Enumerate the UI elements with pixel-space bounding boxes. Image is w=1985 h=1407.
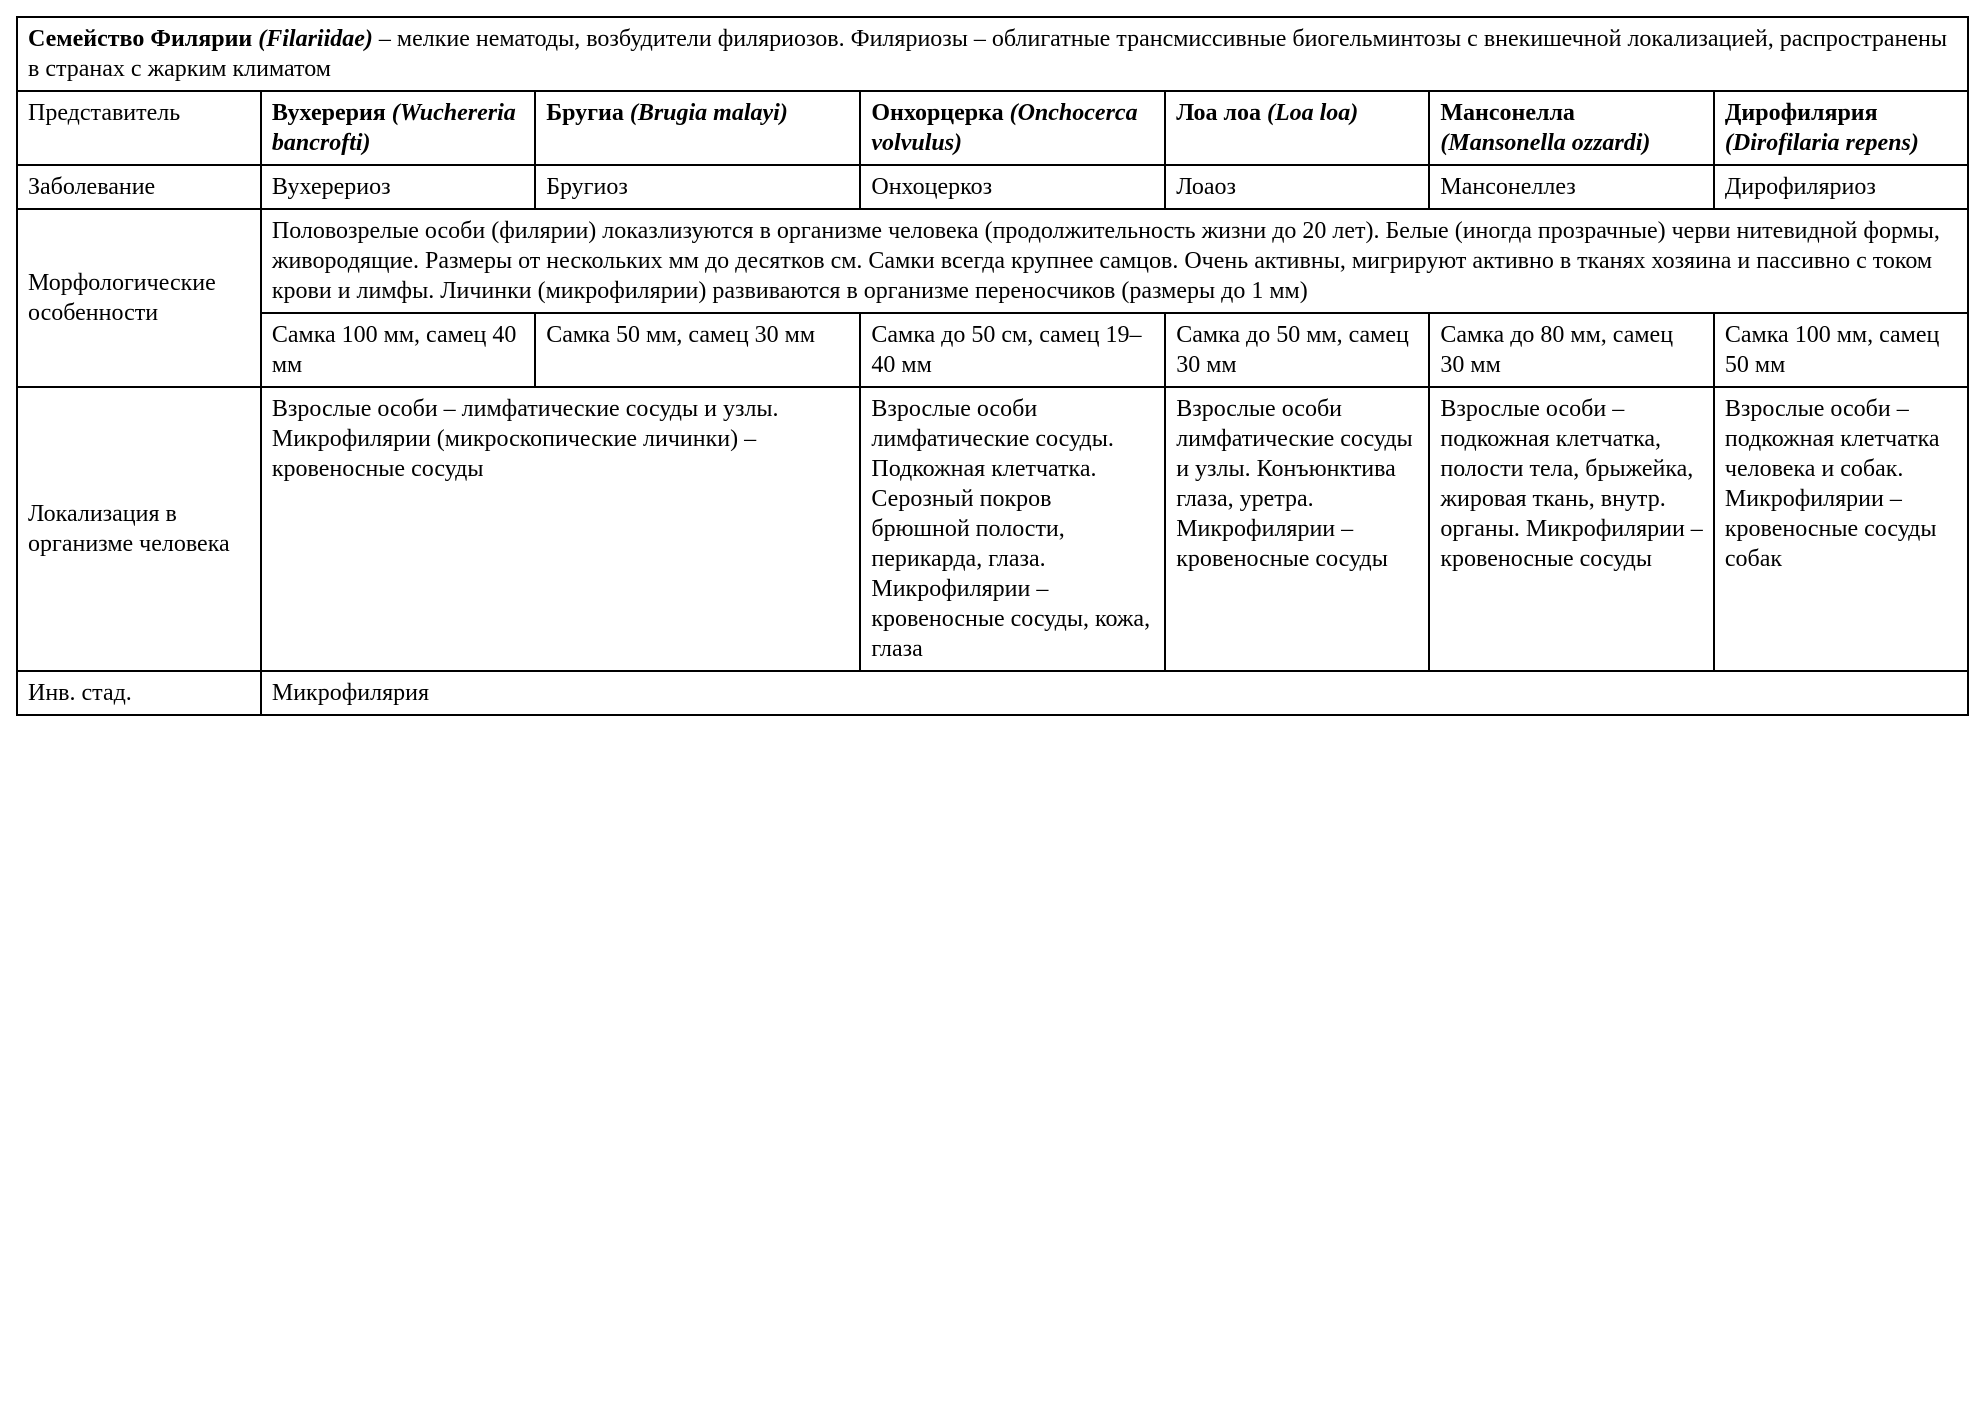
disease-5: Дирофиляриоз xyxy=(1714,165,1968,209)
localization-3: Взрослые особи лимфатические сосуды и уз… xyxy=(1165,387,1429,671)
header-bold: Семейство Филярии xyxy=(28,26,258,52)
disease-0: Вухерериоз xyxy=(261,165,535,209)
size-0: Самка 100 мм, самец 40 мм xyxy=(261,313,535,387)
species-2: Онхорцерка (Onchocerca volvulus) xyxy=(860,91,1165,165)
disease-row: Заболевание Вухерериоз Бругиоз Онхоцерко… xyxy=(17,165,1968,209)
localization-4: Взрослые особи – подкожная клетчатка, по… xyxy=(1429,387,1714,671)
header-italic: (Filariidae) xyxy=(258,26,373,52)
localization-2: Взрослые особи лимфатические сосуды. Под… xyxy=(860,387,1165,671)
filariidae-table: Семейство Филярии (Filariidae) – мелкие … xyxy=(16,16,1969,716)
morphology-common-row: Морфологические особенности Половозрелые… xyxy=(17,209,1968,313)
localization-01: Взрослые особи – лимфатические сосуды и … xyxy=(261,387,861,671)
size-5: Самка 100 мм, самец 50 мм xyxy=(1714,313,1968,387)
species-1: Бругиа (Brugia malayi) xyxy=(535,91,860,165)
size-4: Самка до 80 мм, самец 30 мм xyxy=(1429,313,1714,387)
disease-3: Лоаоз xyxy=(1165,165,1429,209)
localization-label: Локализация в организме человека xyxy=(17,387,261,671)
species-3: Лоа лоа (Loa loa) xyxy=(1165,91,1429,165)
morphology-common: Половозрелые особи (филярии) локазлизуют… xyxy=(261,209,1968,313)
species-5: Дирофилярия (Dirofilaria repens) xyxy=(1714,91,1968,165)
species-4: Мансонелла (Mansonella ozzardi) xyxy=(1429,91,1714,165)
header-cell: Семейство Филярии (Filariidae) – мелкие … xyxy=(17,17,1968,91)
inv-stage-label: Инв. стад. xyxy=(17,671,261,715)
header-row: Семейство Филярии (Filariidae) – мелкие … xyxy=(17,17,1968,91)
size-2: Самка до 50 см, самец 19–40 мм xyxy=(860,313,1165,387)
sizes-row: Самка 100 мм, самец 40 мм Самка 50 мм, с… xyxy=(17,313,1968,387)
species-0: Вухерерия (Wuchereria bancrofti) xyxy=(261,91,535,165)
localization-row: Локализация в организме человека Взрослы… xyxy=(17,387,1968,671)
localization-5: Взрослые особи – подкожная клетчатка чел… xyxy=(1714,387,1968,671)
size-1: Самка 50 мм, самец 30 мм xyxy=(535,313,860,387)
size-3: Самка до 50 мм, самец 30 мм xyxy=(1165,313,1429,387)
morphology-label: Морфологические особенности xyxy=(17,209,261,387)
representative-label: Представитель xyxy=(17,91,261,165)
disease-2: Онхоцеркоз xyxy=(860,165,1165,209)
representative-row: Представитель Вухерерия (Wuchereria banc… xyxy=(17,91,1968,165)
disease-4: Мансонеллез xyxy=(1429,165,1714,209)
disease-label: Заболевание xyxy=(17,165,261,209)
inv-stage-row: Инв. стад. Микрофилярия xyxy=(17,671,1968,715)
inv-stage-value: Микрофилярия xyxy=(261,671,1968,715)
disease-1: Бругиоз xyxy=(535,165,860,209)
